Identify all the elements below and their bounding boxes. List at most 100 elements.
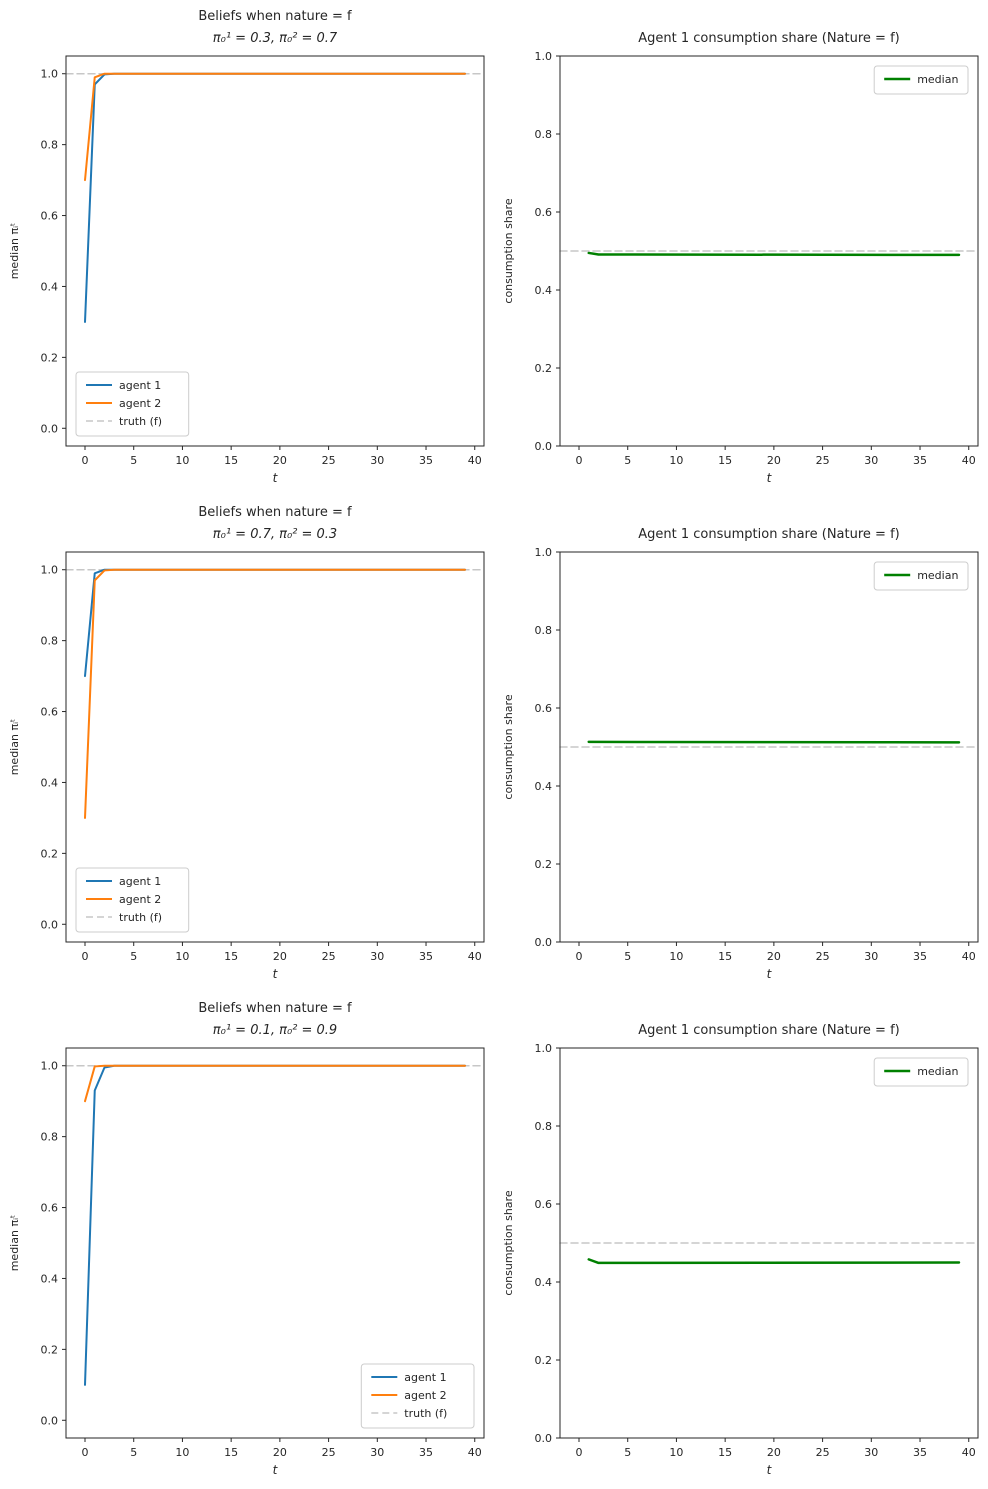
legend-label: median [917,73,958,86]
legend-box [873,1057,969,1087]
series-line-agent-2 [84,72,466,182]
series-line-median [587,251,961,257]
legend-label: truth (f) [404,1407,447,1420]
y-tick-label: 0.4 [535,1276,553,1289]
y-tick-label: 0.4 [41,280,59,293]
x-tick-label: 20 [767,950,781,963]
y-tick-label: 1.0 [41,1060,59,1073]
x-tick-label: 40 [468,454,482,467]
y-tick-label: 0.8 [535,128,553,141]
x-tick-label: 25 [322,950,336,963]
x-tick-label: 30 [370,1446,384,1459]
y-tick-label: 0.4 [535,780,553,793]
x-tick-label: 25 [816,950,830,963]
y-axis-label: median πᵢᵗ [8,223,21,280]
x-tick-label: 35 [913,950,927,963]
x-tick-label: 5 [130,950,137,963]
legend: median [873,561,969,591]
x-tick-label: 5 [624,454,631,467]
legend-label: agent 2 [404,1389,446,1402]
x-tick-label: 25 [322,454,336,467]
x-axis-label: t [273,967,279,981]
x-tick-label: 5 [624,950,631,963]
beliefs-chart-row3: Beliefs when nature = f π₀¹ = 0.1, π₀² = … [0,992,494,1488]
y-axis-label: median πᵢᵗ [8,719,21,776]
beliefs-chart-row2: Beliefs when nature = f π₀¹ = 0.7, π₀² = … [0,496,494,992]
beliefs-chart-row3-svg: Beliefs when nature = f π₀¹ = 0.1, π₀² = … [8,1001,485,1477]
x-tick-label: 10 [175,950,189,963]
x-tick-label: 10 [669,950,683,963]
legend-label: agent 2 [119,893,161,906]
y-tick-label: 0.8 [535,624,553,637]
x-tick-label: 30 [864,1446,878,1459]
legend-box [873,561,969,591]
legend-label: truth (f) [119,911,162,924]
y-tick-label: 0.0 [41,918,59,931]
chart-title: Agent 1 consumption share (Nature = f) [638,1023,899,1038]
y-tick-label: 0.0 [535,440,553,453]
legend-box [873,65,969,95]
y-axis-label: consumption share [502,1190,515,1295]
y-axis-label: consumption share [502,694,515,799]
y-tick-label: 0.6 [41,210,59,223]
series-line-agent-2 [84,1064,466,1103]
x-tick-label: 30 [864,454,878,467]
series-line-agent-1 [84,568,466,678]
x-tick-label: 40 [962,454,976,467]
y-tick-label: 0.8 [41,1131,59,1144]
y-tick-label: 0.6 [535,206,553,219]
y-tick-label: 0.2 [41,351,59,364]
y-tick-label: 0.2 [535,1354,553,1367]
legend: agent 1 agent 2 truth (f) [75,867,190,933]
x-tick-label: 0 [82,950,89,963]
consumption-chart-row1: Agent 1 consumption share (Nature = f) 0 5… [494,0,988,496]
y-axis-label: consumption share [502,198,515,303]
chart-title: Beliefs when nature = f [198,1001,352,1016]
plot-border [559,55,979,447]
chart-subtitle: π₀¹ = 0.3, π₀² = 0.7 [213,31,338,46]
x-tick-label: 30 [370,454,384,467]
consumption-chart-row2-svg: Agent 1 consumption share (Nature = f) 0 5… [502,527,979,981]
legend-box [360,1363,475,1429]
x-tick-label: 0 [576,454,583,467]
x-axis-label: t [767,1463,773,1477]
consumption-chart-row2: Agent 1 consumption share (Nature = f) 0 5… [494,496,988,992]
chart-title: Agent 1 consumption share (Nature = f) [638,527,899,542]
x-tick-label: 10 [175,454,189,467]
chart-subtitle: π₀¹ = 0.1, π₀² = 0.9 [213,1023,337,1038]
x-tick-label: 30 [864,950,878,963]
x-tick-label: 10 [175,1446,189,1459]
x-tick-label: 25 [816,454,830,467]
x-tick-label: 0 [82,454,89,467]
y-tick-label: 0.8 [41,635,59,648]
y-tick-label: 0.2 [535,858,553,871]
x-tick-label: 35 [913,1446,927,1459]
y-axis-label: median πᵢᵗ [8,1215,21,1272]
x-tick-label: 0 [82,1446,89,1459]
y-tick-label: 0.6 [41,1202,59,1215]
y-tick-label: 1.0 [535,50,553,63]
beliefs-chart-row2-svg: Beliefs when nature = f π₀¹ = 0.7, π₀² = … [8,505,485,981]
legend: agent 1 agent 2 truth (f) [75,371,190,437]
y-tick-label: 0.4 [535,284,553,297]
y-tick-label: 0.2 [535,362,553,375]
x-tick-label: 35 [419,454,433,467]
x-axis-label: t [273,1463,279,1477]
legend-label: agent 1 [119,875,161,888]
chart-subtitle: π₀¹ = 0.7, π₀² = 0.3 [213,527,337,542]
y-tick-label: 0.4 [41,776,59,789]
plot-border [559,551,979,943]
x-axis-label: t [767,967,773,981]
x-tick-label: 15 [224,1446,238,1459]
y-tick-label: 0.6 [535,1198,553,1211]
legend-box [75,867,190,933]
consumption-chart-row3: Agent 1 consumption share (Nature = f) 0 5… [494,992,988,1488]
y-tick-label: 1.0 [535,546,553,559]
x-tick-label: 0 [576,1446,583,1459]
legend-label: median [917,569,958,582]
x-axis-label: t [273,471,279,485]
x-tick-label: 35 [419,1446,433,1459]
y-tick-label: 0.8 [41,139,59,152]
x-tick-label: 20 [273,950,287,963]
